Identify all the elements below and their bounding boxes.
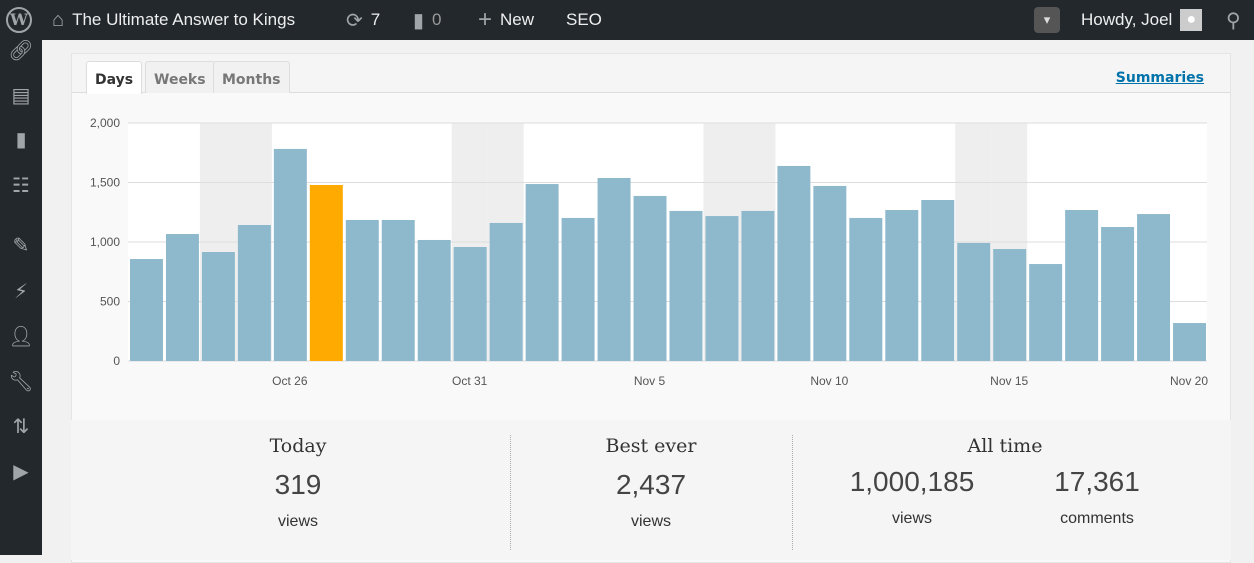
bar-nov-14[interactable] xyxy=(957,242,991,361)
y-tick-label: 2,000 xyxy=(90,116,120,130)
divider xyxy=(792,435,793,550)
tab-months[interactable]: Months xyxy=(213,61,290,93)
bar-nov-3[interactable] xyxy=(561,217,595,361)
admin-sidebar: 🔗︎ ▤ ▮ ☷ ✎ ⚡︎ 👤︎ 🔧︎ ⇅ ▶ xyxy=(0,38,42,555)
updates-link[interactable]: ⟳ 7 xyxy=(346,9,381,32)
appearance-brush-icon[interactable]: ✎ xyxy=(12,233,30,257)
bar-nov-10[interactable] xyxy=(813,185,847,361)
bar-oct-31[interactable] xyxy=(453,246,487,361)
bar-nov-8[interactable] xyxy=(741,210,775,361)
x-tick-label: Nov 20 xyxy=(1170,374,1208,388)
x-tick-label: Oct 31 xyxy=(452,374,488,388)
bar-nov-20[interactable] xyxy=(1173,323,1206,361)
refresh-icon: ⟳ xyxy=(346,9,363,32)
y-tick-label: 500 xyxy=(100,295,120,309)
search-icon[interactable]: ⚲ xyxy=(1226,9,1241,32)
bar-nov-4[interactable] xyxy=(597,177,631,361)
x-tick-label: Nov 10 xyxy=(810,374,848,388)
comments-link[interactable]: ▮ 0 xyxy=(413,9,442,32)
comments-icon[interactable]: ▮ xyxy=(15,127,27,151)
links-icon[interactable]: 🔗︎ xyxy=(8,38,34,62)
x-tick-label: Nov 15 xyxy=(990,374,1028,388)
home-icon: ⌂ xyxy=(52,8,65,31)
notification-button[interactable]: ▾ xyxy=(1034,0,1060,40)
bar-nov-13[interactable] xyxy=(921,199,955,361)
stats-summary: Today 319 views Best ever 2,437 views Al… xyxy=(71,420,1231,560)
bar-oct-28[interactable] xyxy=(345,219,379,361)
bar-nov-9[interactable] xyxy=(777,165,811,361)
bar-nov-6[interactable] xyxy=(669,210,703,361)
all-time-title: All time xyxy=(967,435,1043,457)
site-name-link[interactable]: ⌂ The Ultimate Answer to Kings xyxy=(52,8,296,31)
y-tick-label: 1,500 xyxy=(90,176,120,190)
summaries-link[interactable]: Summaries xyxy=(1115,70,1204,86)
comment-icon: ▮ xyxy=(413,9,425,32)
new-content-link[interactable]: + New xyxy=(478,6,535,33)
bar-oct-25[interactable] xyxy=(237,224,271,361)
x-tick-label: Oct 26 xyxy=(272,374,308,388)
bar-oct-29[interactable] xyxy=(381,219,415,361)
tab-days[interactable]: Days xyxy=(86,61,143,94)
bar-nov-17[interactable] xyxy=(1065,209,1099,361)
best-ever-stat: Best ever 2,437 views xyxy=(605,435,697,530)
bar-nov-12[interactable] xyxy=(885,209,919,361)
bar-oct-26[interactable] xyxy=(273,148,307,361)
bar-nov-7[interactable] xyxy=(705,216,739,361)
y-tick-label: 1,000 xyxy=(90,235,120,249)
bar-nov-1[interactable] xyxy=(489,222,523,361)
all-time-comments: 17,361 comments xyxy=(1054,466,1140,527)
speech-bubble-icon: ▾ xyxy=(1034,7,1060,33)
bar-oct-23[interactable] xyxy=(165,234,199,361)
settings-sliders-icon[interactable]: ⇅ xyxy=(12,414,30,438)
all-time-views: 1,000,185 views xyxy=(849,466,975,527)
play-icon[interactable]: ▶ xyxy=(13,459,29,483)
today-stat: Today 319 views xyxy=(269,435,327,530)
bar-nov-15[interactable] xyxy=(993,249,1027,361)
tools-wrench-icon[interactable]: 🔧︎ xyxy=(8,369,34,393)
divider xyxy=(510,435,511,550)
layout-icon[interactable]: ☷ xyxy=(12,173,30,197)
plugins-icon[interactable]: ⚡︎ xyxy=(13,279,29,303)
plus-icon: + xyxy=(478,6,493,33)
bar-nov-19[interactable] xyxy=(1137,214,1171,361)
period-tabs: Days Weeks Months Summaries xyxy=(72,54,1230,94)
pages-icon[interactable]: ▤ xyxy=(11,83,31,107)
bar-oct-27[interactable] xyxy=(309,184,343,361)
views-bar-chart: 0 500 1,000 1,500 2,000 Oct 26 Oct 31 Nov 5 Nov … xyxy=(90,116,1208,388)
x-tick-label: Nov 5 xyxy=(634,374,666,388)
bar-nov-5[interactable] xyxy=(633,195,667,361)
users-icon[interactable]: 👤︎ xyxy=(8,324,34,348)
y-tick-label: 0 xyxy=(113,354,120,368)
admin-bar: W ⌂ The Ultimate Answer to Kings ⟳ 7 ▮ 0 + N… xyxy=(0,0,1254,40)
bar-oct-30[interactable] xyxy=(417,239,451,361)
bar-nov-16[interactable] xyxy=(1029,264,1063,361)
bar-oct-24[interactable] xyxy=(201,251,235,361)
bar-nov-11[interactable] xyxy=(849,217,883,361)
my-account-link[interactable]: Howdy, Joel ● xyxy=(1081,0,1203,40)
seo-menu[interactable]: SEO xyxy=(566,10,602,29)
bar-oct-22[interactable] xyxy=(130,259,163,361)
wordpress-logo-icon[interactable]: W xyxy=(6,0,32,40)
bar-nov-2[interactable] xyxy=(525,184,559,361)
avatar: ● xyxy=(1180,9,1203,31)
bar-nov-18[interactable] xyxy=(1101,227,1135,361)
